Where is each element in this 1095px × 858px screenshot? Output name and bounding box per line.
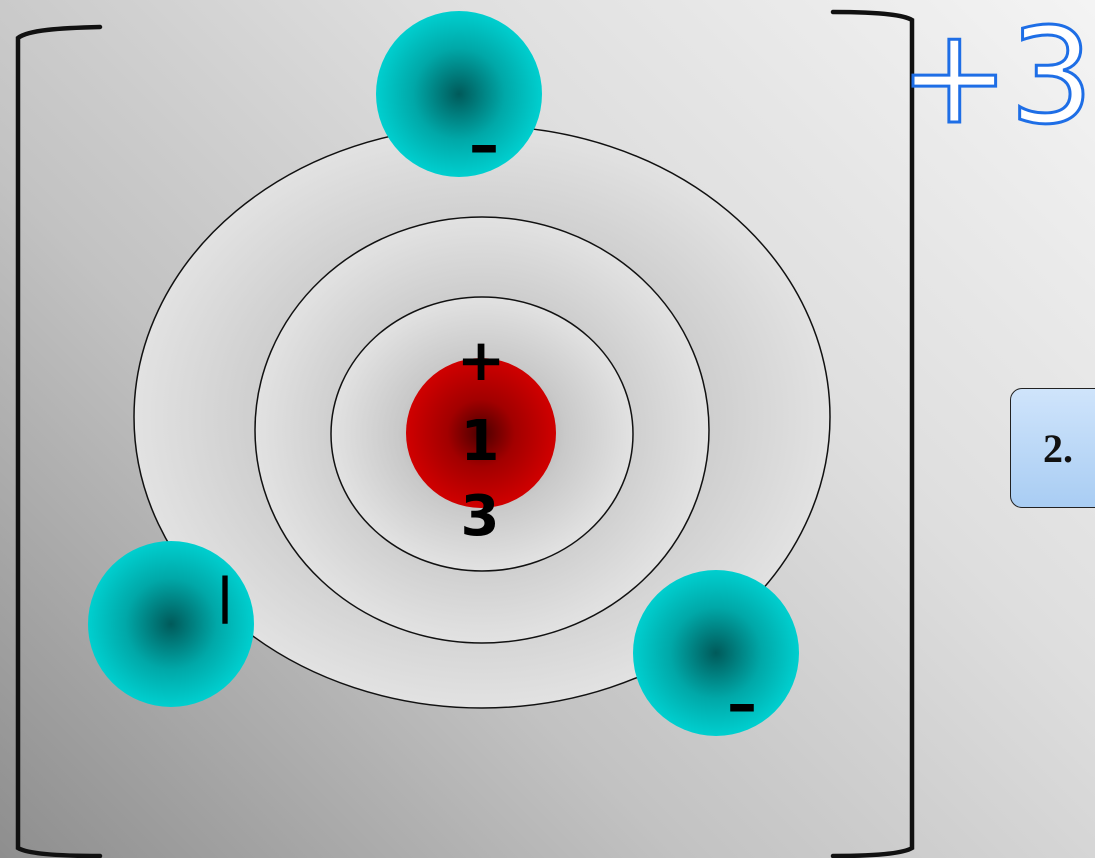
nucleus-number-top: 1 (461, 409, 500, 474)
nucleus (406, 358, 556, 508)
electron-top (376, 11, 542, 177)
nucleus-charge-sign: + (457, 326, 506, 394)
ion-charge-text: +3 (899, 0, 1094, 154)
electron-left (88, 541, 254, 707)
step-number-label: 2. (1043, 425, 1073, 471)
step-number-box: 2. (1010, 388, 1095, 508)
right-bracket (830, 9, 915, 858)
nucleus-number-bottom: 3 (461, 484, 500, 549)
electron-top-sign: – (469, 110, 499, 180)
left-bracket (15, 24, 103, 858)
electron-left-sign: | (216, 568, 234, 624)
ion-charge-label: +3 (898, 0, 1095, 156)
electron-right (633, 570, 799, 736)
electron-right-sign: – (727, 669, 757, 739)
